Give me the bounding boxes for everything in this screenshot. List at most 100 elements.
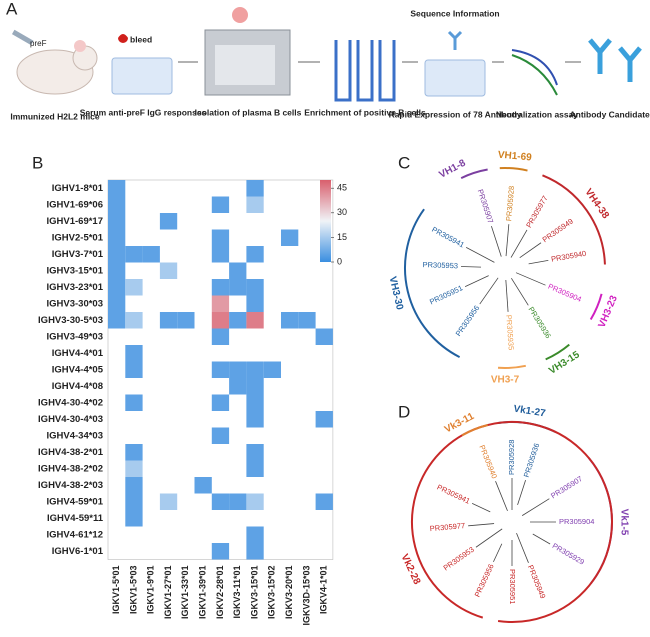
row-label: IGHV3-15*01	[46, 265, 103, 276]
tree-branch	[465, 246, 495, 263]
leaf-label: PR305977	[524, 194, 550, 229]
colorbar-tick-label: 15	[337, 232, 347, 242]
leaf-label: PR305951	[508, 569, 517, 604]
clade-arc	[542, 174, 606, 265]
tree-branch	[475, 528, 503, 548]
heatmap-cell	[108, 229, 126, 246]
panel-label: A	[6, 0, 18, 18]
heatmap-cell	[159, 213, 178, 230]
column-label: IGKV1-27*01	[163, 566, 173, 620]
clade-arc	[404, 208, 461, 358]
column-label: IGKV2-28*01	[215, 566, 225, 620]
column-label: IGKV1-5*01	[111, 566, 121, 615]
heatmap-cell	[246, 196, 264, 213]
tree-branch	[505, 224, 510, 257]
row-label: IGHV3-23*01	[46, 282, 103, 293]
heatmap-cell	[229, 279, 247, 296]
heatmap-cell	[246, 279, 264, 296]
heatmap-cell	[229, 378, 247, 395]
leaf-label: PR305940	[477, 444, 499, 480]
heatmap-cell	[211, 361, 230, 378]
column-label: IGKV3D-15*03	[301, 566, 311, 626]
heatmap-cell	[315, 411, 333, 428]
column-label: IGKV3-15*02	[267, 566, 277, 620]
clade-arc	[460, 168, 488, 180]
step-label: Neutralization assay	[496, 109, 578, 119]
heatmap-cell	[108, 279, 126, 296]
tree-branch	[532, 533, 551, 545]
heatmap-cell	[263, 361, 281, 378]
heatmap-cell	[246, 460, 264, 477]
heatmap-cell	[108, 295, 126, 312]
leaf-label: PR305935	[504, 315, 515, 351]
heatmap-cell	[246, 394, 264, 411]
leaf-label: PR305953	[442, 545, 476, 573]
heatmap-cell	[177, 312, 195, 329]
tree-branch	[491, 226, 502, 257]
heatmap-cell	[211, 295, 230, 312]
heatmap-cell	[315, 328, 333, 345]
leaf-label: PR305956	[473, 562, 496, 598]
leaf-label: PR305936	[522, 442, 542, 478]
clade-label: Vk1-27	[513, 404, 547, 420]
leaf-label: PR305953	[422, 260, 458, 270]
heatmap-cell	[246, 312, 264, 329]
heatmap-cell	[246, 526, 264, 543]
clade-label: Vk3-11	[443, 411, 477, 436]
leaf-label: PR305956	[454, 304, 482, 338]
clade-label: VH3-7	[491, 375, 520, 386]
column-label: IGKV1-5*03	[128, 566, 138, 615]
tree-branch	[516, 532, 529, 563]
clade-label: VH4-38	[582, 187, 611, 221]
row-label: IGHV4-30-4*02	[38, 397, 103, 408]
leaf-label: PR305904	[547, 282, 583, 304]
row-label: IGHV3-30-5*03	[38, 315, 103, 326]
row-label: IGHV4-4*01	[52, 348, 104, 359]
leaf-label: PR305951	[428, 283, 464, 306]
tree-branch	[461, 266, 482, 268]
heatmap-cell	[229, 312, 247, 329]
heatmap-cell	[108, 312, 126, 329]
clade-label: VH1-69	[497, 150, 532, 164]
tree-branch	[493, 543, 503, 563]
heatmap-cell	[229, 262, 247, 279]
heatmap-cell	[246, 378, 264, 395]
heatmap-cell	[211, 246, 230, 263]
heatmap-cell	[281, 312, 299, 329]
colorbar	[320, 180, 331, 262]
clade-arc	[499, 167, 528, 172]
row-label: IGHV3-49*03	[46, 331, 103, 342]
step-label: Sequence Information	[410, 8, 499, 18]
leaf-label: PR305928	[507, 440, 516, 475]
heatmap-cell	[211, 394, 230, 411]
heatmap-cell	[246, 361, 264, 378]
heatmap-cell	[108, 180, 126, 197]
heatmap-cell	[125, 246, 143, 263]
tree-branch	[521, 498, 550, 516]
row-label: IGHV3-30*03	[46, 298, 103, 309]
leaf-label: PR305977	[429, 521, 465, 533]
heatmap-cell	[125, 279, 143, 296]
column-label: IGKV3-11*01	[232, 566, 242, 619]
heatmap-cell	[108, 213, 126, 230]
tree-branch	[495, 481, 508, 512]
heatmap-cell	[246, 493, 264, 510]
row-label: IGHV6-1*01	[52, 546, 104, 557]
heatmap-cell	[211, 493, 230, 510]
row-label: IGHV4-61*12	[46, 529, 103, 540]
heatmap-cell	[298, 312, 316, 329]
heatmap-cell	[159, 312, 178, 329]
leaf-label: PR305936	[527, 305, 553, 340]
heatmap-cell	[211, 229, 230, 246]
leaf-label: PR305929	[551, 541, 586, 567]
heatmap-cell	[125, 510, 143, 527]
leaf-label: PR305928	[504, 185, 516, 221]
heatmap-cell	[211, 279, 230, 296]
row-label: IGHV4-38-2*02	[38, 463, 103, 474]
leaf-label: PR305907	[476, 188, 496, 224]
heatmap-cell	[246, 180, 264, 197]
clade-label: Vk1-5	[618, 509, 629, 536]
heatmap-cell	[142, 246, 160, 263]
heatmap-cell	[108, 262, 126, 279]
